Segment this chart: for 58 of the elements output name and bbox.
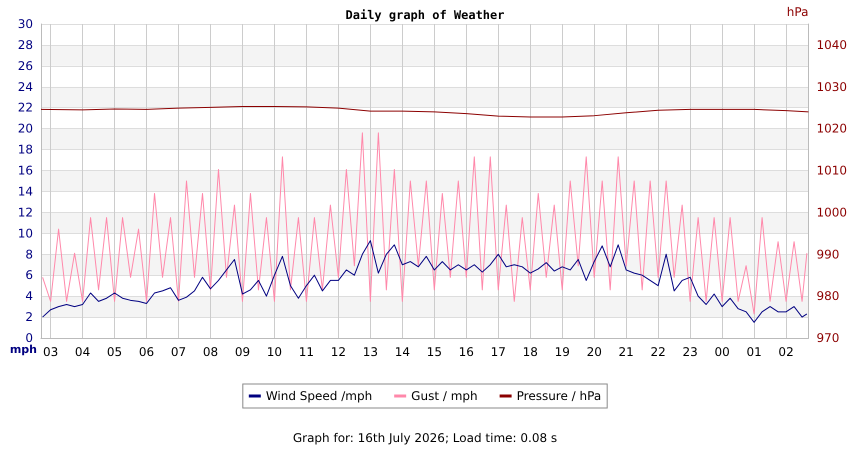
y-axis-title: mph	[10, 342, 37, 356]
legend-label: Pressure / hPa	[516, 389, 602, 403]
y-tick-label: 26	[18, 58, 33, 73]
x-tick-label: 14	[394, 345, 410, 359]
x-tick-label: 00	[714, 345, 730, 359]
x-tick-label: 08	[202, 345, 218, 359]
x-tick-label: 12	[330, 345, 346, 359]
x-tick-label: 15	[426, 345, 442, 359]
y-tick-label: 6	[25, 268, 33, 282]
y-tick-label: 4	[25, 289, 33, 304]
x-tick-label: 21	[618, 345, 634, 359]
y2-tick-label: 980	[816, 289, 840, 304]
line-series	[42, 132, 808, 314]
x-tick-label: 06	[138, 345, 154, 359]
x-tick-label: 01	[746, 345, 762, 359]
x-tick-label: 09	[234, 345, 250, 359]
x-tick-label: 22	[650, 345, 666, 359]
y2-tick-label: 1020	[816, 122, 848, 136]
x-tick-label: 17	[490, 345, 506, 359]
y2-tick-label: 970	[816, 331, 840, 345]
y-tick-label: 16	[18, 164, 33, 178]
y-tick-label: 10	[18, 226, 33, 240]
y2-tick-label: 1000	[816, 205, 848, 220]
y-tick-label: 12	[18, 205, 33, 220]
x-tick-label: 13	[362, 345, 378, 359]
x-tick-label: 18	[522, 345, 538, 359]
x-tick-label: 16	[458, 345, 474, 359]
y2-tick-label: 1010	[816, 164, 848, 178]
y2-tick-label: 1040	[816, 38, 848, 52]
y-tick-label: 0	[25, 331, 33, 345]
text: Graph for: 16th July 2026; Load time: 0.08 s	[292, 431, 558, 445]
x-tick-label: 03	[42, 345, 58, 359]
y2-tick-label: 1030	[816, 80, 848, 94]
legend-label: Gust / mph	[411, 389, 478, 403]
x-tick-label: 04	[74, 345, 90, 359]
y-tick-label: 18	[18, 142, 33, 157]
y2-axis-title: hPa	[786, 5, 808, 19]
x-tick-label: 11	[298, 345, 314, 359]
x-tick-label: 20	[586, 345, 602, 359]
line-series	[42, 240, 808, 323]
y-tick-label: 8	[25, 247, 33, 262]
y-tick-label: 24	[18, 80, 33, 94]
y-tick-label: 30	[18, 17, 33, 31]
x-tick-label: 05	[106, 345, 122, 359]
y-tick-label: 2	[25, 310, 33, 324]
y-tick-label: 14	[18, 184, 33, 198]
x-tick-label: 10	[266, 345, 282, 359]
x-tick-label: 02	[778, 345, 794, 359]
x-tick-label: 23	[682, 345, 698, 359]
y-tick-label: 28	[18, 38, 33, 52]
legend-label: Wind Speed /mph	[266, 389, 372, 403]
y2-tick-label: 990	[816, 247, 840, 262]
chart-title: Daily graph of Weather	[346, 8, 504, 22]
x-tick-label: 07	[170, 345, 186, 359]
y-tick-label: 22	[18, 100, 33, 115]
x-tick-label: 19	[554, 345, 570, 359]
y-tick-label: 20	[18, 122, 33, 136]
line-series	[40, 106, 809, 118]
